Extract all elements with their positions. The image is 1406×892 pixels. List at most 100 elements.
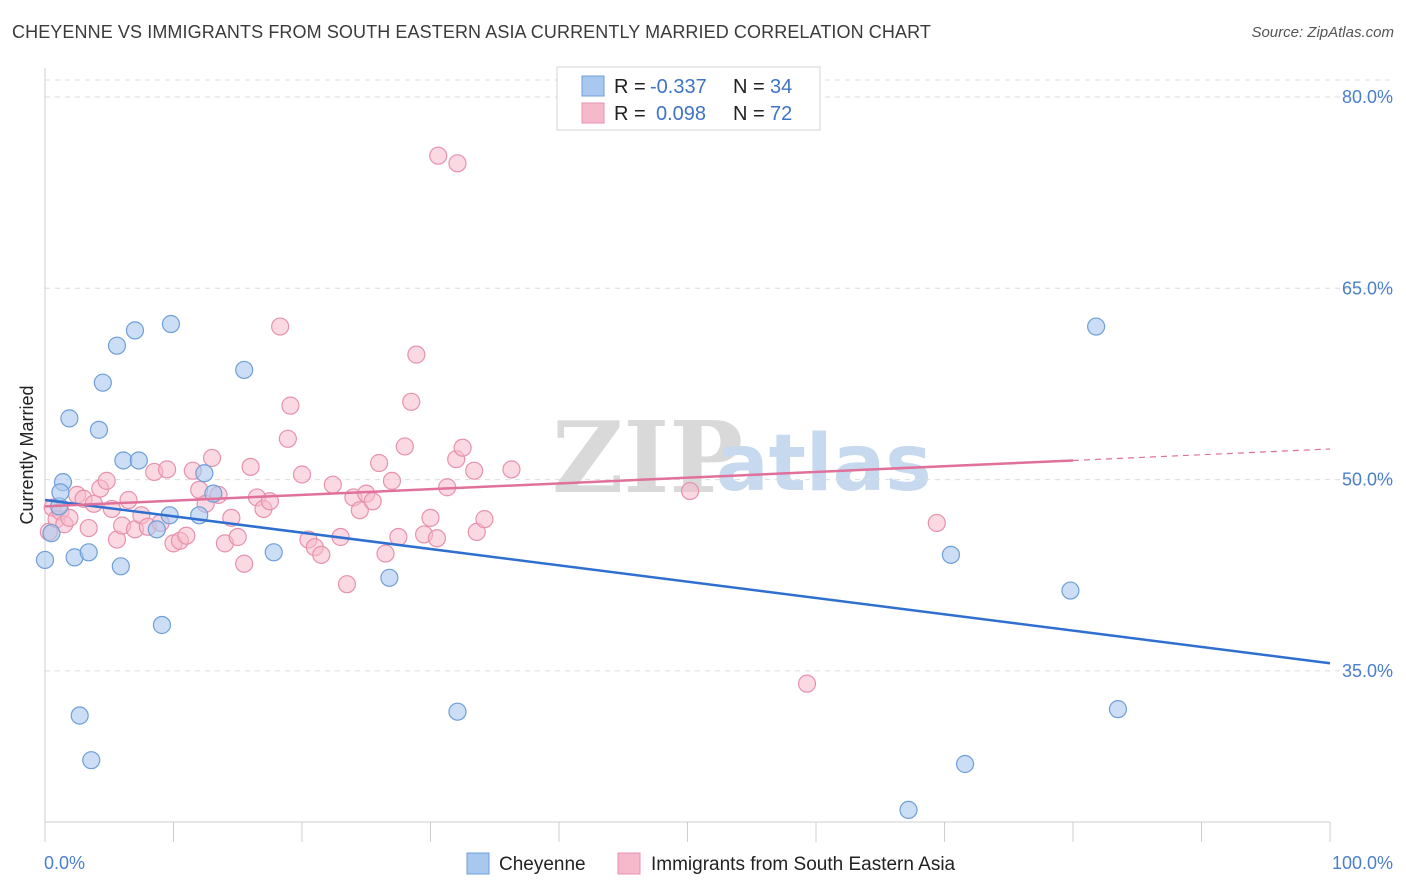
y-tick-labels: 35.0% 50.0% 65.0% 80.0% xyxy=(1342,87,1393,681)
data-point-cheyenne xyxy=(161,314,181,334)
data-point-cheyenne xyxy=(941,545,961,564)
y-axis-label: Currently Married xyxy=(17,385,37,524)
data-point-cheyenne xyxy=(35,550,55,570)
data-point-immigrants xyxy=(427,529,447,548)
data-point-immigrants xyxy=(350,501,369,520)
data-point-immigrants xyxy=(271,317,290,336)
data-point-immigrants xyxy=(323,475,342,494)
data-point-immigrants xyxy=(680,481,700,501)
data-point-immigrants xyxy=(292,465,312,484)
bottom-legend: Cheyenne Immigrants from South Eastern A… xyxy=(466,852,956,875)
data-point-cheyenne xyxy=(955,754,975,774)
data-point-immigrants xyxy=(502,460,521,479)
legend-r-value-2: 0.098 xyxy=(656,103,706,125)
legend-r-label-2: R = xyxy=(614,103,646,125)
x-tick-labels: 0.0% 100.0% xyxy=(44,853,1393,873)
data-point-cheyenne xyxy=(125,321,145,340)
data-point-immigrants xyxy=(228,527,247,547)
data-point-cheyenne xyxy=(70,706,89,725)
chart-title: CHEYENNE VS IMMIGRANTS FROM SOUTH EASTER… xyxy=(12,22,931,42)
data-point-cheyenne xyxy=(107,336,127,355)
series-cheyenne-points xyxy=(35,314,1128,820)
axes xyxy=(44,68,1331,842)
data-point-cheyenne xyxy=(380,568,399,587)
legend-swatch-immigrants xyxy=(581,102,605,124)
data-point-immigrants xyxy=(97,471,116,490)
data-point-cheyenne xyxy=(1061,581,1080,600)
bottom-legend-swatch-immigrants xyxy=(617,852,641,875)
data-point-immigrants xyxy=(177,526,196,545)
data-point-immigrants xyxy=(79,518,98,538)
x-tick-label: 100.0% xyxy=(1332,853,1393,873)
data-point-cheyenne xyxy=(129,451,148,470)
y-tick-label: 50.0% xyxy=(1342,470,1393,490)
bottom-legend-label-cheyenne: Cheyenne xyxy=(499,854,586,875)
data-point-cheyenne xyxy=(60,409,79,428)
x-tick-label: 0.0% xyxy=(44,853,85,873)
legend-n-label-2: N = xyxy=(733,103,765,125)
top-legend: R = -0.337 N = 34 R = 0.098 N = 72 xyxy=(556,66,821,131)
data-point-immigrants xyxy=(382,471,402,490)
data-point-immigrants xyxy=(797,674,817,693)
legend-n-label-1: N = xyxy=(733,76,765,98)
y-tick-label: 65.0% xyxy=(1342,278,1393,298)
data-point-immigrants xyxy=(337,575,357,594)
data-point-immigrants xyxy=(395,437,414,456)
data-point-immigrants xyxy=(241,457,260,476)
bottom-legend-label-immigrants: Immigrants from South Eastern Asia xyxy=(651,854,956,875)
data-point-immigrants xyxy=(370,453,389,473)
data-point-cheyenne xyxy=(152,615,172,635)
data-point-cheyenne xyxy=(235,360,254,380)
data-point-immigrants xyxy=(465,461,484,480)
data-point-immigrants xyxy=(448,154,467,173)
data-point-immigrants xyxy=(453,438,472,457)
data-point-immigrants xyxy=(475,510,494,529)
data-point-cheyenne xyxy=(264,543,283,562)
data-point-immigrants xyxy=(429,146,448,165)
data-point-cheyenne xyxy=(93,373,112,392)
data-point-immigrants xyxy=(376,544,395,563)
legend-r-label-1: R = xyxy=(614,76,646,98)
data-point-immigrants xyxy=(421,508,440,527)
data-point-immigrants xyxy=(281,396,300,415)
data-point-cheyenne xyxy=(89,420,109,439)
trendline-cheyenne xyxy=(44,498,1331,665)
data-point-immigrants xyxy=(202,448,222,468)
data-point-immigrants xyxy=(278,429,297,448)
y-tick-label: 80.0% xyxy=(1342,87,1393,107)
trend-lines xyxy=(44,448,1331,665)
data-point-cheyenne xyxy=(82,751,101,770)
data-point-cheyenne xyxy=(79,543,98,562)
data-point-cheyenne xyxy=(899,800,918,820)
watermark-atlas: atlas xyxy=(716,419,932,509)
legend-swatch-cheyenne xyxy=(581,75,605,97)
data-point-cheyenne xyxy=(42,524,61,543)
legend-n-value-2: 72 xyxy=(770,103,792,125)
data-point-immigrants xyxy=(157,460,177,479)
trendline-immigrants xyxy=(1072,448,1331,462)
data-point-immigrants xyxy=(363,492,382,511)
data-point-immigrants xyxy=(402,392,421,411)
source-label: Source: ZipAtlas.com xyxy=(1251,24,1394,41)
bottom-legend-swatch-cheyenne xyxy=(466,852,490,875)
watermark-zip: ZIP xyxy=(552,401,743,516)
data-point-immigrants xyxy=(60,508,79,527)
data-point-cheyenne xyxy=(1087,317,1106,336)
data-point-cheyenne xyxy=(1108,700,1128,719)
data-point-cheyenne xyxy=(51,483,70,502)
data-point-cheyenne xyxy=(111,557,130,576)
data-point-immigrants xyxy=(119,490,138,510)
data-point-immigrants xyxy=(312,545,331,564)
data-point-immigrants xyxy=(927,513,946,533)
legend-r-value-1: -0.337 xyxy=(650,76,707,98)
y-tick-label: 35.0% xyxy=(1342,661,1393,681)
data-point-cheyenne xyxy=(195,464,214,483)
data-point-cheyenne xyxy=(114,451,133,470)
series-immigrants-points xyxy=(39,146,946,693)
data-point-cheyenne xyxy=(147,520,166,539)
trendline-immigrants xyxy=(44,459,1074,508)
data-point-immigrants xyxy=(235,554,254,573)
data-point-cheyenne xyxy=(448,702,467,721)
legend-n-value-1: 34 xyxy=(770,76,792,98)
